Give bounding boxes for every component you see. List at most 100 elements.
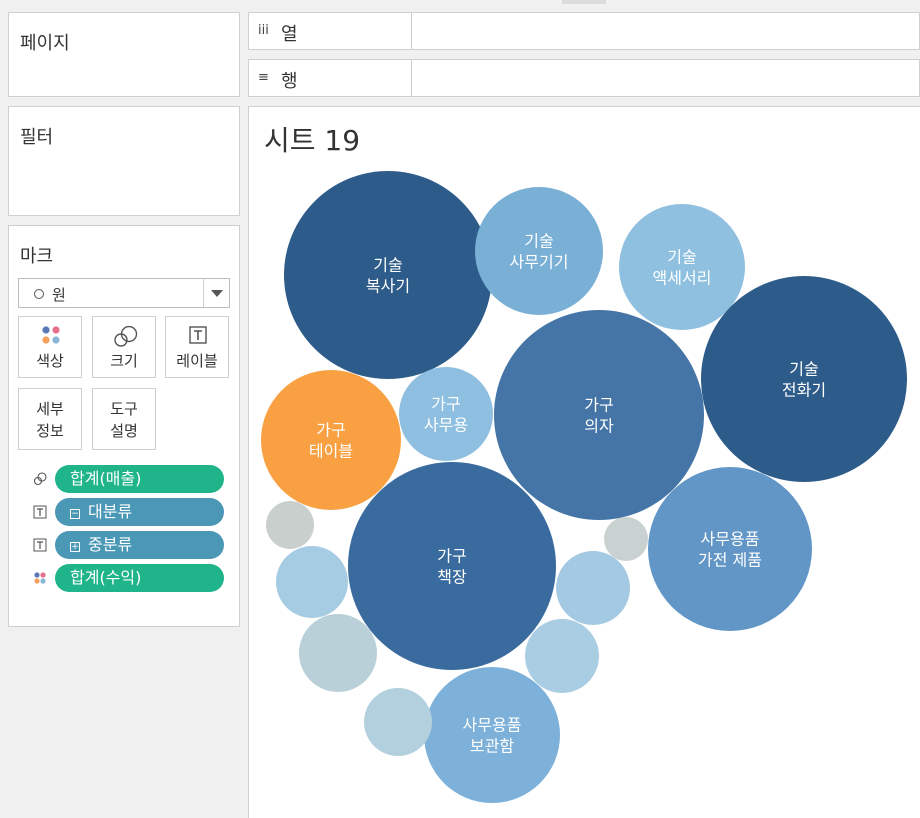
size-button[interactable]: 크기 <box>92 316 156 378</box>
size-icon <box>33 472 47 486</box>
label-icon <box>33 505 47 519</box>
pages-card-title: 페이지 <box>20 33 70 54</box>
bubble-circle[interactable] <box>261 370 401 510</box>
tooltip-button[interactable]: 도구 설명 <box>92 388 156 450</box>
marks-field-row: − 대분류 <box>29 498 239 526</box>
bubble-mark[interactable] <box>364 688 432 756</box>
color-icon <box>42 326 60 344</box>
rows-icon: ≡ <box>258 70 269 85</box>
bubble-label: 보관함 <box>470 737 514 756</box>
bubble-circle[interactable] <box>284 171 492 379</box>
bubble-circle[interactable] <box>556 551 630 625</box>
viz-area[interactable]: 기술 복사기 기술 사무기기 기술 액세서리 기술 전화기 가구 의자 가구 사무용 가구 테이블 가구 책장… <box>248 106 920 818</box>
color-button-label: 색상 <box>36 352 64 370</box>
columns-shelf-label: 열 <box>281 24 298 45</box>
rows-shelf[interactable]: ≡ 행 <box>248 59 920 97</box>
bubble-mark[interactable] <box>525 619 599 693</box>
bubble-circle[interactable] <box>266 501 314 549</box>
bubble-label: 사무용품 <box>701 530 760 549</box>
mark-type-value: 원 <box>52 286 66 304</box>
field-pill-sum-profit[interactable]: 합계(수익) <box>55 564 224 592</box>
bubble-label: 기술 <box>789 360 818 379</box>
bubble-label: 가전 제품 <box>698 551 762 570</box>
columns-shelf-label-area: iii 열 <box>249 13 412 49</box>
bubble-label: 전화기 <box>782 381 826 400</box>
tooltip-button-line-2: 설명 <box>110 422 138 440</box>
bubble-circle[interactable] <box>494 310 704 520</box>
bubble-mark[interactable] <box>266 501 314 549</box>
rows-shelf-label: 행 <box>281 71 298 92</box>
bubble-label: 의자 <box>584 417 614 436</box>
detail-button[interactable]: 세부 정보 <box>18 388 82 450</box>
color-icon <box>34 572 46 584</box>
bubble-circle[interactable] <box>475 187 603 315</box>
field-pill-category[interactable]: − 대분류 <box>55 498 224 526</box>
bubble-label: 가구 <box>437 547 466 566</box>
chevron-down-icon[interactable] <box>203 279 229 307</box>
circle-mark-icon <box>34 289 44 299</box>
marks-field-row: + 중분류 <box>29 531 239 559</box>
field-pill-sum-sales[interactable]: 합계(매출) <box>55 465 224 493</box>
bubble-label: 가구 <box>431 395 460 414</box>
bubble-label: 기술 <box>524 232 553 251</box>
marks-field-row: 합계(매출) <box>29 465 239 493</box>
collapse-icon[interactable]: − <box>70 509 80 519</box>
filters-card-title: 필터 <box>20 127 54 148</box>
bubble-label: 가구 <box>584 396 613 415</box>
expand-icon[interactable]: + <box>70 542 80 552</box>
bubble-label: 기술 <box>667 248 696 267</box>
tooltip-button-label: 도구 설명 <box>93 398 155 442</box>
bubble-mark[interactable] <box>276 546 348 618</box>
bubble-circle[interactable] <box>648 467 812 631</box>
bubble-label: 복사기 <box>366 277 410 296</box>
bubble-circle[interactable] <box>604 517 648 561</box>
bubble-circle[interactable] <box>364 688 432 756</box>
bubble-circle[interactable] <box>276 546 348 618</box>
bubble-circle[interactable] <box>348 462 556 670</box>
color-button[interactable]: 색상 <box>18 316 82 378</box>
mark-type-dropdown[interactable]: 원 <box>18 278 230 308</box>
bubble-circle[interactable] <box>525 619 599 693</box>
bubble-circle[interactable] <box>619 204 745 330</box>
columns-shelf[interactable]: iii 열 <box>248 12 920 50</box>
pages-card[interactable]: 페이지 <box>8 12 240 97</box>
detail-button-label: 세부 정보 <box>19 398 81 442</box>
detail-button-line-1: 세부 <box>36 400 64 418</box>
field-pill-subcategory[interactable]: + 중분류 <box>55 531 224 559</box>
label-icon <box>33 538 47 552</box>
marks-card-title: 마크 <box>20 246 54 267</box>
size-button-label: 크기 <box>110 352 138 370</box>
bubble-label: 책장 <box>437 568 467 587</box>
bubble-label: 사무용 <box>424 416 468 435</box>
bubble-mark[interactable] <box>299 614 377 692</box>
bubble-circle[interactable] <box>701 276 907 482</box>
filters-card[interactable]: 필터 <box>8 106 240 216</box>
bubble-circle[interactable] <box>424 667 560 803</box>
bubble-circle[interactable] <box>299 614 377 692</box>
pill-label: 합계(매출) <box>70 469 142 488</box>
bubble-circle[interactable] <box>399 367 493 461</box>
tooltip-button-line-1: 도구 <box>110 400 138 418</box>
bubble-mark[interactable] <box>604 517 648 561</box>
bubble-mark[interactable] <box>556 551 630 625</box>
marks-field-row: 합계(수익) <box>29 564 239 592</box>
label-icon <box>189 326 207 344</box>
pill-label: 대분류 <box>88 502 133 521</box>
top-tab-handle <box>562 0 606 4</box>
columns-icon: iii <box>258 23 269 38</box>
pill-label: 합계(수익) <box>70 568 142 587</box>
label-button[interactable]: 레이블 <box>165 316 229 378</box>
size-icon <box>114 326 138 347</box>
bubble-label: 가구 <box>316 421 345 440</box>
